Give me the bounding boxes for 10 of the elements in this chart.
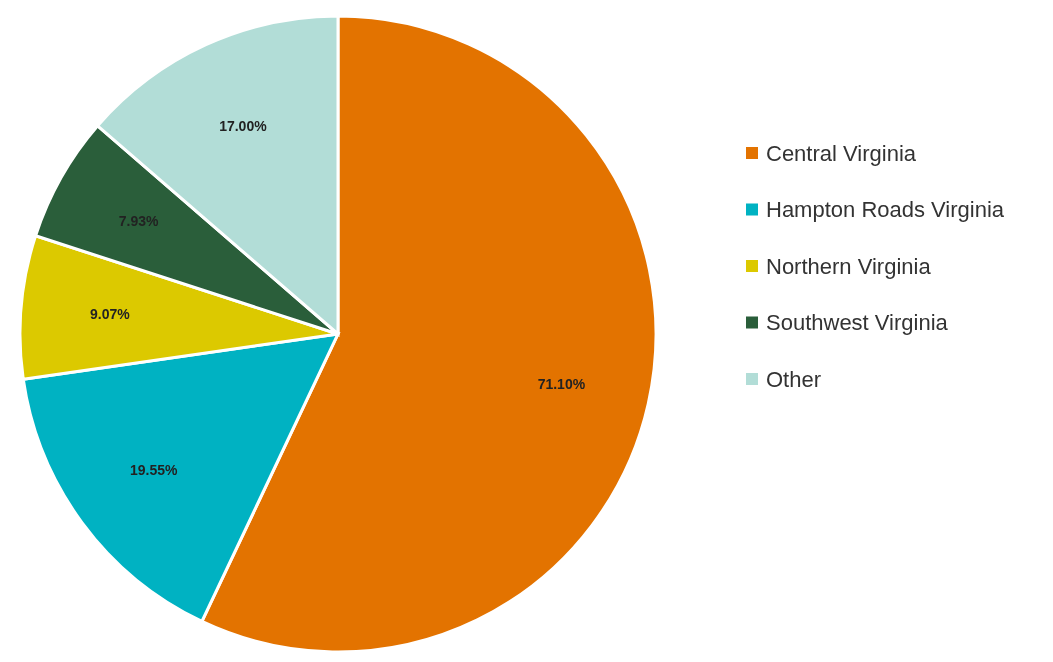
data-label: 17.00%: [219, 117, 268, 134]
data-label: 71.10%: [537, 376, 586, 393]
data-label: 19.55%: [130, 461, 179, 478]
legend-label: Northern Virginia: [766, 253, 932, 279]
legend-label: Southwest Virginia: [766, 310, 949, 335]
legend-label: Central Virginia: [766, 140, 917, 166]
data-label: 7.93%: [118, 213, 160, 230]
legend-label: Other: [766, 366, 822, 392]
legend-label: Hampton Roads Virginia: [766, 197, 1005, 222]
data-label: 9.07%: [90, 306, 131, 323]
